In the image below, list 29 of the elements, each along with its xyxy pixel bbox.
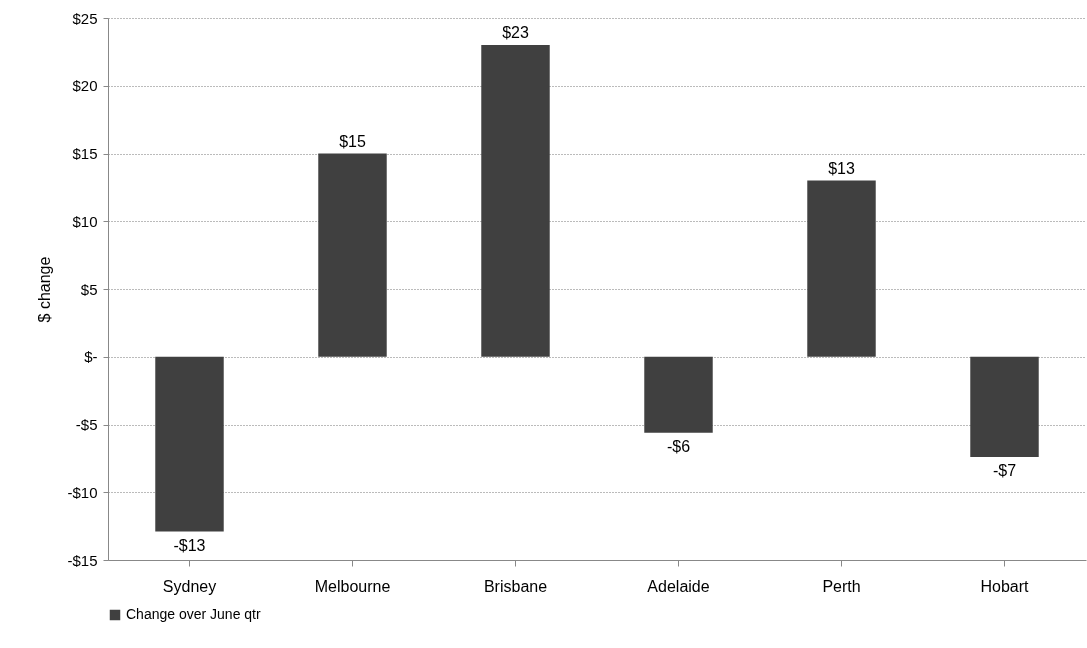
data-label: $13 xyxy=(828,159,855,177)
y-tick-label: -$10 xyxy=(67,483,98,501)
bar xyxy=(807,180,876,357)
y-tick-label: $- xyxy=(84,348,98,366)
bar xyxy=(970,356,1039,458)
y-tick-label: $25 xyxy=(72,9,98,27)
y-tick-label: $20 xyxy=(72,77,98,95)
x-tick-label: Adelaide xyxy=(647,577,710,595)
bar xyxy=(318,153,387,357)
y-tick-label: $15 xyxy=(72,145,98,162)
bar xyxy=(155,356,224,532)
x-tick-label: Sydney xyxy=(162,577,217,595)
data-label: -$6 xyxy=(666,437,691,455)
legend-label: Change over June qtr xyxy=(126,606,261,622)
data-label: $23 xyxy=(502,24,529,42)
x-tick-label: Melbourne xyxy=(314,577,391,595)
y-tick-label: $10 xyxy=(72,212,98,230)
data-label: $15 xyxy=(339,132,366,150)
y-tick-label: -$5 xyxy=(75,416,98,433)
y-tick-label: $5 xyxy=(80,280,98,298)
y-axis-title: $ change xyxy=(36,256,54,323)
x-tick-label: Perth xyxy=(822,577,861,595)
bar xyxy=(481,45,550,357)
x-tick-label: Hobart xyxy=(980,577,1030,595)
x-tick-label: Brisbane xyxy=(483,577,548,595)
data-label: -$13 xyxy=(173,536,206,554)
data-label: -$7 xyxy=(992,462,1017,480)
y-tick-label: -$15 xyxy=(67,551,98,569)
bar xyxy=(644,356,713,433)
